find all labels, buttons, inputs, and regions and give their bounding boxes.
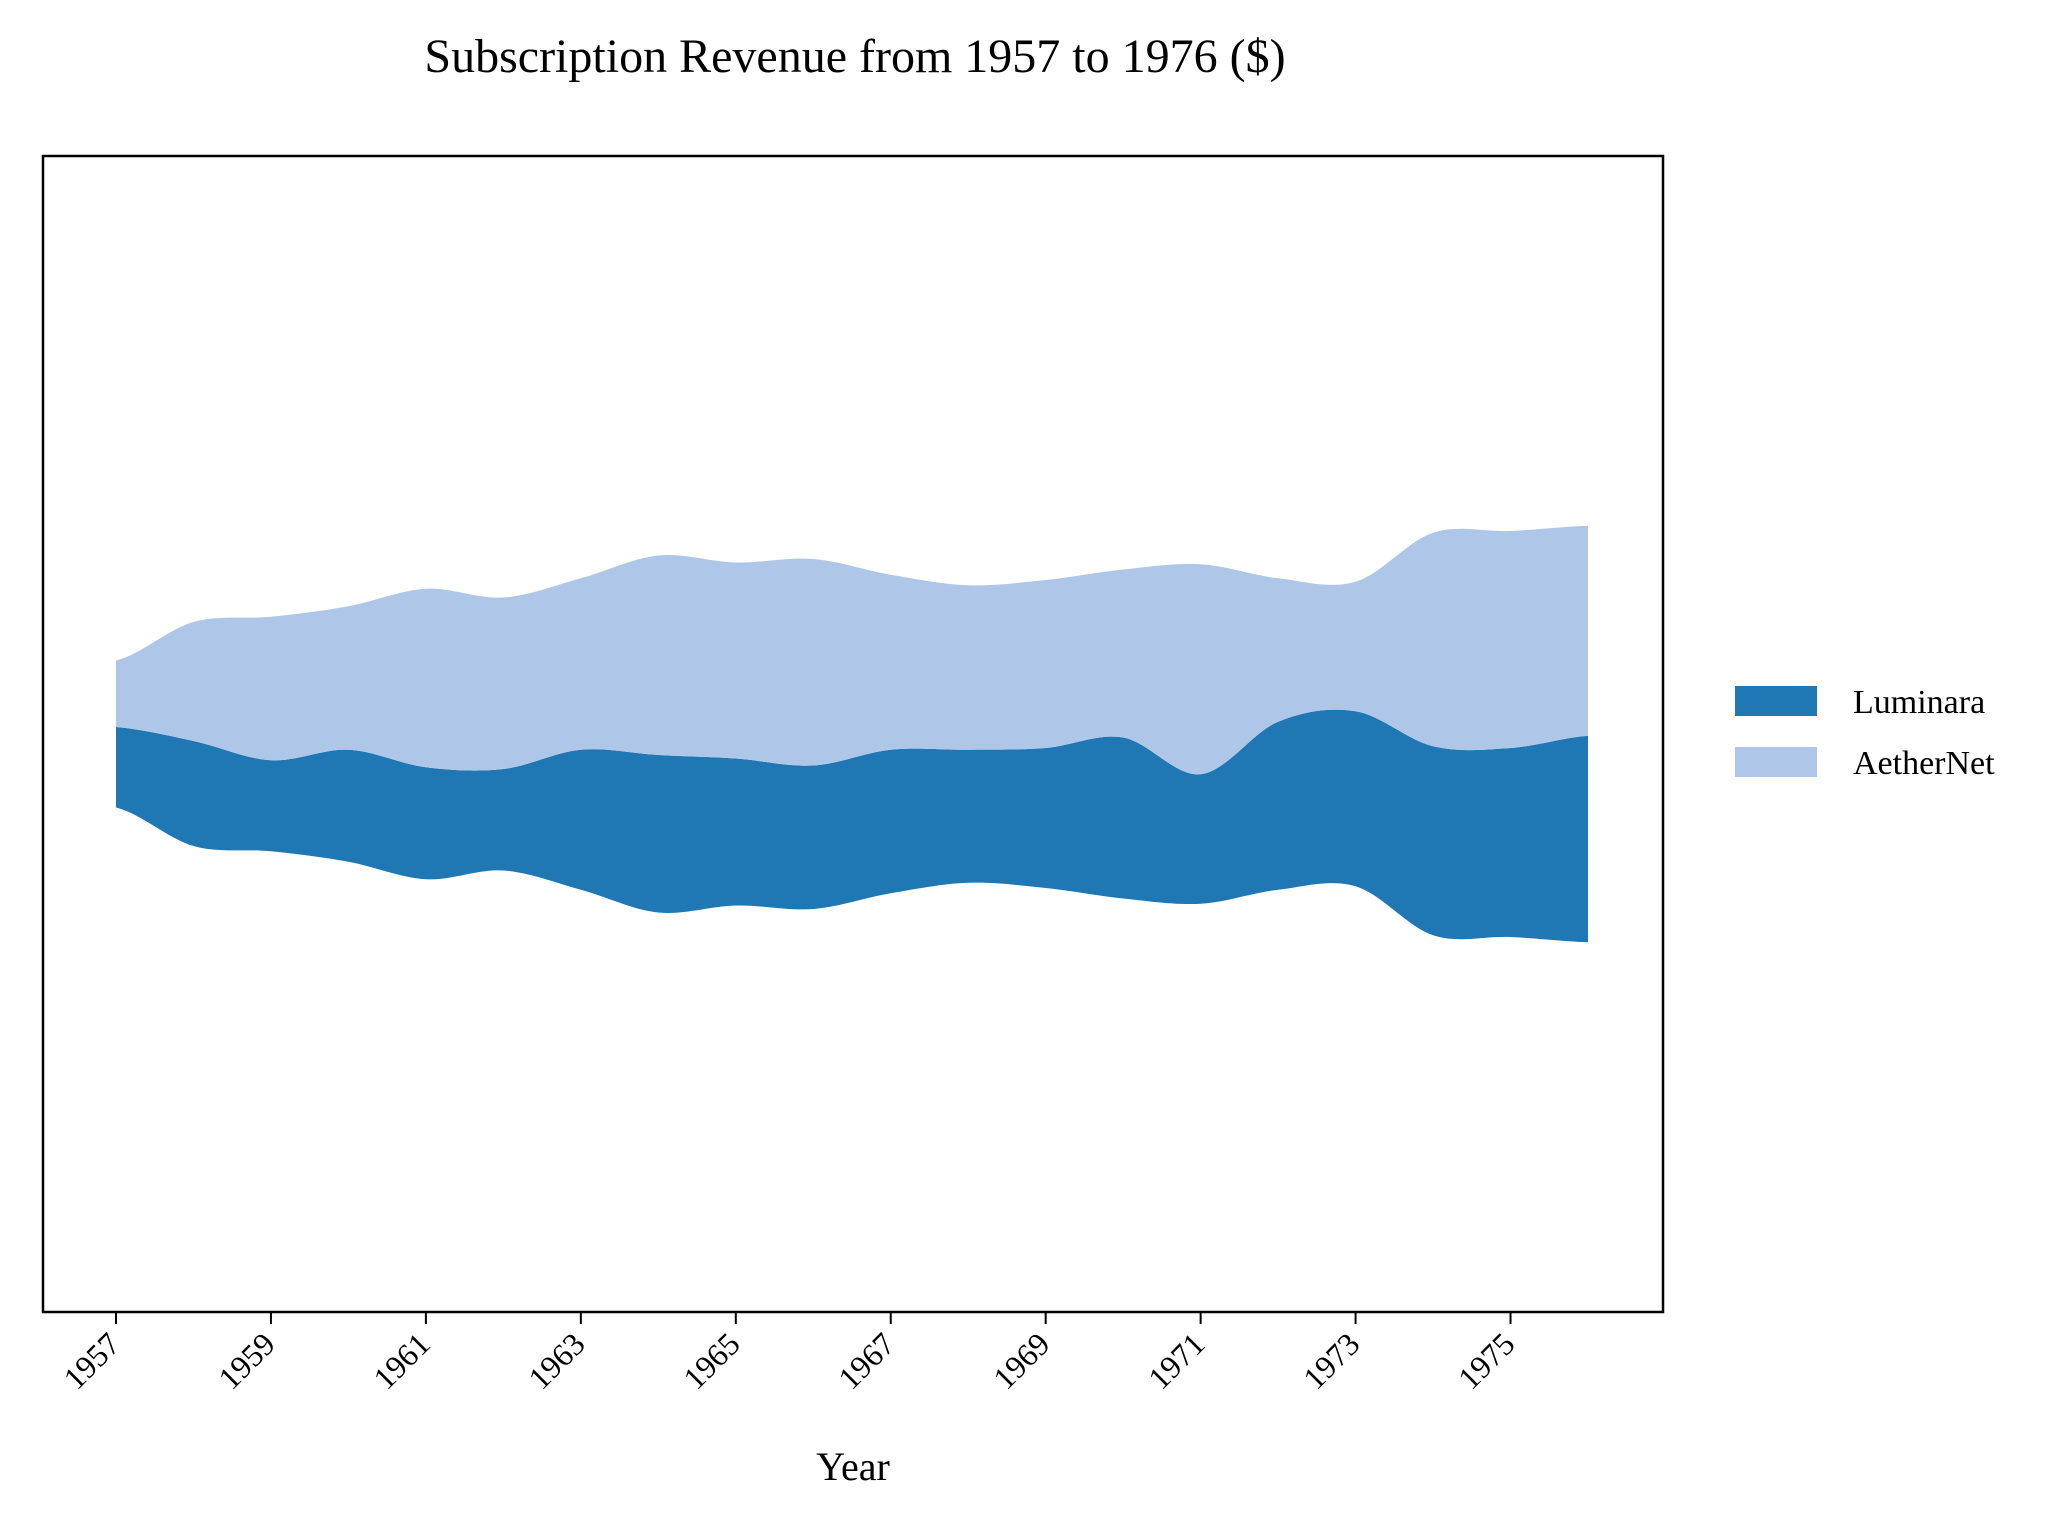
plot-frame	[41, 154, 1665, 1314]
stream-areas	[116, 525, 1588, 943]
legend-label-aethernet: AetherNet	[1853, 745, 1995, 782]
chart-title: Subscription Revenue from 1957 to 1976 (…	[424, 30, 1285, 83]
legend-swatch-luminara	[1735, 686, 1817, 716]
legend: Luminara AetherNet	[1735, 684, 1995, 782]
legend-swatch-aethernet	[1735, 747, 1817, 777]
stream-area-aethernet	[116, 525, 1588, 775]
legend-label-luminara: Luminara	[1853, 684, 1985, 721]
stream-area-luminara	[116, 709, 1588, 943]
x-axis-label: Year	[816, 1444, 890, 1489]
